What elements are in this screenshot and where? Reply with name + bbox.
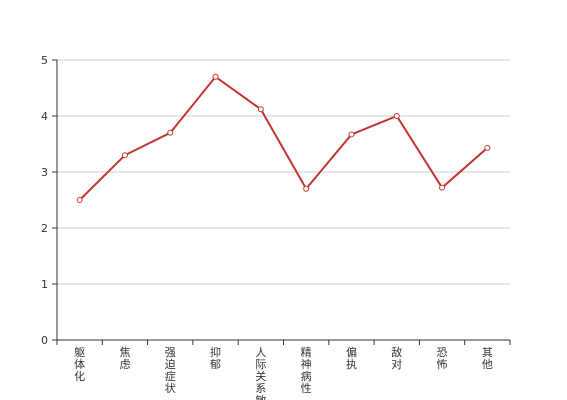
point xyxy=(257,106,264,113)
y-tick-label: 5 xyxy=(41,54,48,67)
y-tick-label: 1 xyxy=(41,278,48,291)
x-tick-label: 躯体化 xyxy=(74,346,85,383)
y-tick-label: 0 xyxy=(41,334,48,347)
x-tick-label: 其他 xyxy=(482,346,493,371)
point xyxy=(121,152,128,159)
y-tick-label: 4 xyxy=(41,110,48,123)
line xyxy=(78,75,489,201)
x-tick-label: 精神病性 xyxy=(301,346,312,395)
point xyxy=(212,73,219,80)
y-tick-label: 2 xyxy=(41,222,48,235)
x-tick-label: 人际关系敏感 xyxy=(255,346,266,400)
point xyxy=(76,197,83,203)
x-tick-label: 恐怖 xyxy=(437,346,448,371)
point xyxy=(348,131,355,138)
x-tick-label: 强迫症状 xyxy=(165,346,176,395)
point xyxy=(393,113,400,119)
x-tick-label: 焦虑 xyxy=(119,346,130,371)
point xyxy=(167,129,174,136)
x-tick-label: 抑郁 xyxy=(210,345,221,371)
x-tick-label: 偏执 xyxy=(346,345,357,371)
x-tick-label: 敌对 xyxy=(391,345,402,371)
point xyxy=(303,185,310,192)
point xyxy=(484,144,491,151)
y-tick-label: 3 xyxy=(41,166,48,179)
point xyxy=(439,184,446,191)
